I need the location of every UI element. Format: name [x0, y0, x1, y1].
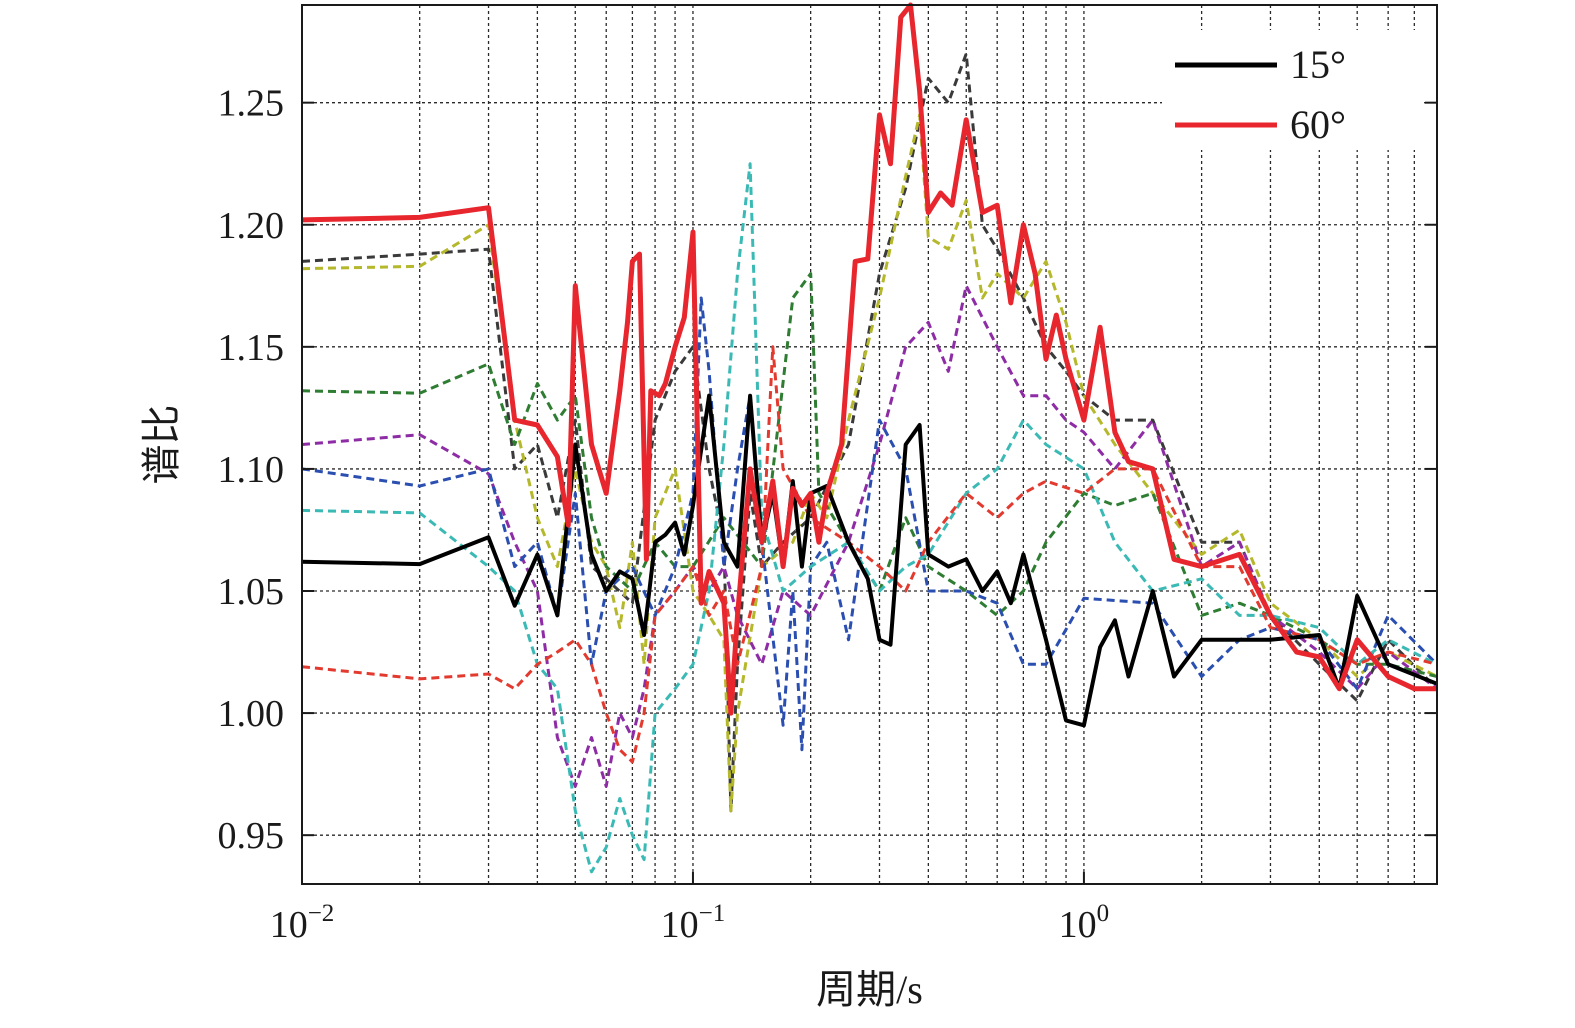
- plot-series: [301, 2, 1439, 874]
- y-axis-label: 谱比: [139, 405, 184, 485]
- series-line-60deg: [301, 2, 1437, 716]
- x-tick-label: 10−2: [270, 900, 335, 946]
- legend-label-60deg: 60°: [1290, 102, 1346, 147]
- series-line-dashed-3: [301, 113, 1438, 813]
- y-tick-label: 1.05: [218, 571, 285, 613]
- y-tick-label: 1.15: [218, 327, 285, 369]
- legend: 15° 60°: [1162, 30, 1424, 150]
- y-tick-label: 1.00: [218, 693, 285, 735]
- series-line-dashed-5: [301, 284, 1438, 788]
- legend-label-15deg: 15°: [1290, 42, 1346, 87]
- series-line-15deg: [301, 393, 1438, 728]
- x-axis-label: 周期/s: [816, 967, 923, 1012]
- y-tick-label: 1.20: [218, 205, 285, 247]
- legend-box: [1162, 30, 1424, 150]
- series-line-dashed-7: [301, 162, 1438, 874]
- y-tick-label: 0.95: [218, 815, 285, 857]
- plot-frame: [301, 4, 1438, 885]
- grid-lines: [302, 5, 1438, 884]
- series-line-dashed-6: [301, 296, 1439, 752]
- y-tick-label: 1.10: [218, 449, 285, 491]
- y-tick-label: 1.25: [218, 83, 285, 125]
